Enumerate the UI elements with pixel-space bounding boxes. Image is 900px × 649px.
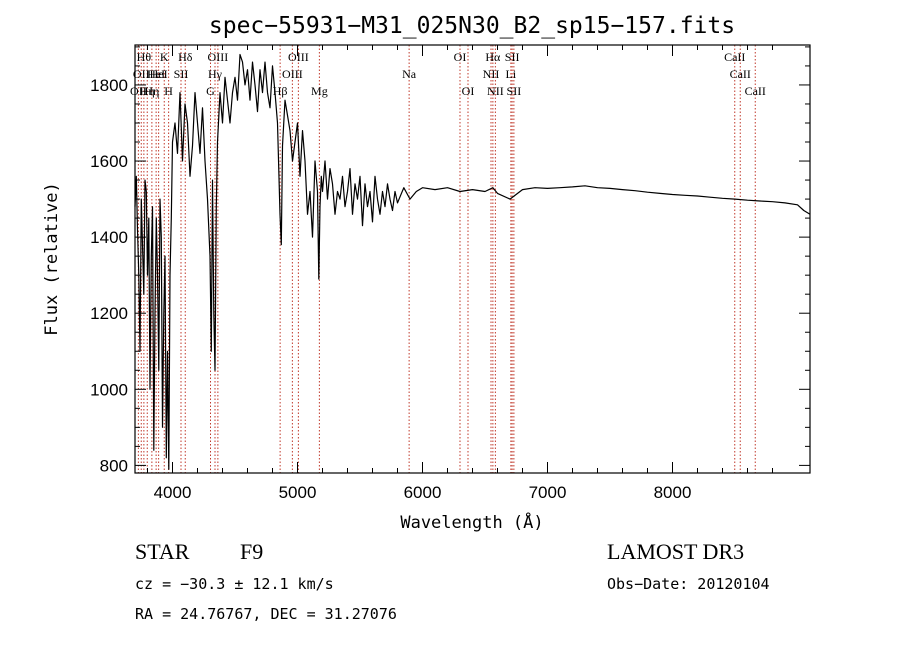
x-tick-label-6000: 6000 bbox=[404, 483, 442, 502]
series-line-flux bbox=[134, 53, 811, 470]
line-label-3: Hη bbox=[140, 84, 155, 98]
line-label-13: OIII bbox=[208, 50, 229, 64]
y-tick-label-1800: 1800 bbox=[90, 76, 128, 95]
line-label-25: SII bbox=[505, 50, 520, 64]
line-label-18: Na bbox=[402, 67, 417, 81]
object-subclass: F9 bbox=[240, 539, 263, 564]
line-label-22: Hα bbox=[485, 50, 501, 64]
line-label-15: OIII bbox=[282, 67, 303, 81]
line-label-20: OI bbox=[462, 84, 475, 98]
line-label-7: K bbox=[160, 50, 169, 64]
line-label-12: Hγ bbox=[208, 67, 223, 81]
axis-ticks bbox=[135, 45, 810, 473]
line-label-10: Hδ bbox=[178, 50, 193, 64]
line-label-29: CaII bbox=[745, 84, 766, 98]
redshift-cz: cz = −30.3 ± 12.1 km/s bbox=[135, 575, 334, 593]
ra-dec-coordinates: RA = 24.76767, DEC = 31.27076 bbox=[135, 605, 397, 623]
line-label-24: Li bbox=[506, 67, 517, 81]
y-tick-label-800: 800 bbox=[100, 456, 128, 475]
line-label-2: Hθ bbox=[137, 50, 152, 64]
y-tick-label-1200: 1200 bbox=[90, 304, 128, 323]
line-label-9: SII bbox=[174, 67, 189, 81]
chart-title: spec−55931−M31_025N30_B2_sp15−157.fits bbox=[209, 13, 735, 39]
x-tick-label-8000: 8000 bbox=[654, 483, 692, 502]
observation-date: Obs−Date: 20120104 bbox=[607, 575, 770, 593]
x-tick-label-4000: 4000 bbox=[154, 483, 192, 502]
y-tick-label-1400: 1400 bbox=[90, 228, 128, 247]
line-label-4: Hη bbox=[144, 84, 159, 98]
x-tick-label-7000: 7000 bbox=[529, 483, 567, 502]
line-label-8: H bbox=[164, 84, 173, 98]
line-label-23: NII bbox=[487, 84, 504, 98]
y-axis-label: Flux (relative) bbox=[42, 182, 62, 336]
line-label-11: G bbox=[206, 84, 215, 98]
line-label-17: Mg bbox=[311, 84, 328, 98]
line-label-16: OIII bbox=[288, 50, 309, 64]
line-label-14: Hβ bbox=[273, 84, 288, 98]
survey-name: LAMOST DR3 bbox=[607, 539, 744, 564]
x-tick-label-5000: 5000 bbox=[279, 483, 317, 502]
line-label-1: OII bbox=[133, 67, 150, 81]
spectral-line-markers bbox=[137, 45, 756, 473]
line-label-19: OI bbox=[454, 50, 467, 64]
line-label-27: CaII bbox=[724, 50, 745, 64]
line-label-21: NII bbox=[483, 67, 500, 81]
axis-tick-labels: 4000 5000 6000 7000 8000 800 1000 1200 1400 1600 1… bbox=[90, 76, 691, 502]
line-label-0: OII bbox=[130, 84, 147, 98]
flux-series bbox=[134, 53, 811, 470]
y-tick-label-1000: 1000 bbox=[90, 380, 128, 399]
object-class: STAR bbox=[135, 539, 190, 564]
line-label-6: HeI bbox=[150, 67, 168, 81]
y-tick-label-1600: 1600 bbox=[90, 152, 128, 171]
x-axis-label: Wavelength (Å) bbox=[400, 511, 543, 533]
line-label-5: HeI bbox=[147, 67, 165, 81]
spectral-line-labels: OIIOIIHθHηHηHeIHeIKHSIIHδGHγOIIIHβOIIIOI… bbox=[130, 50, 766, 98]
line-label-28: CaII bbox=[730, 67, 751, 81]
line-label-26: SII bbox=[507, 84, 522, 98]
